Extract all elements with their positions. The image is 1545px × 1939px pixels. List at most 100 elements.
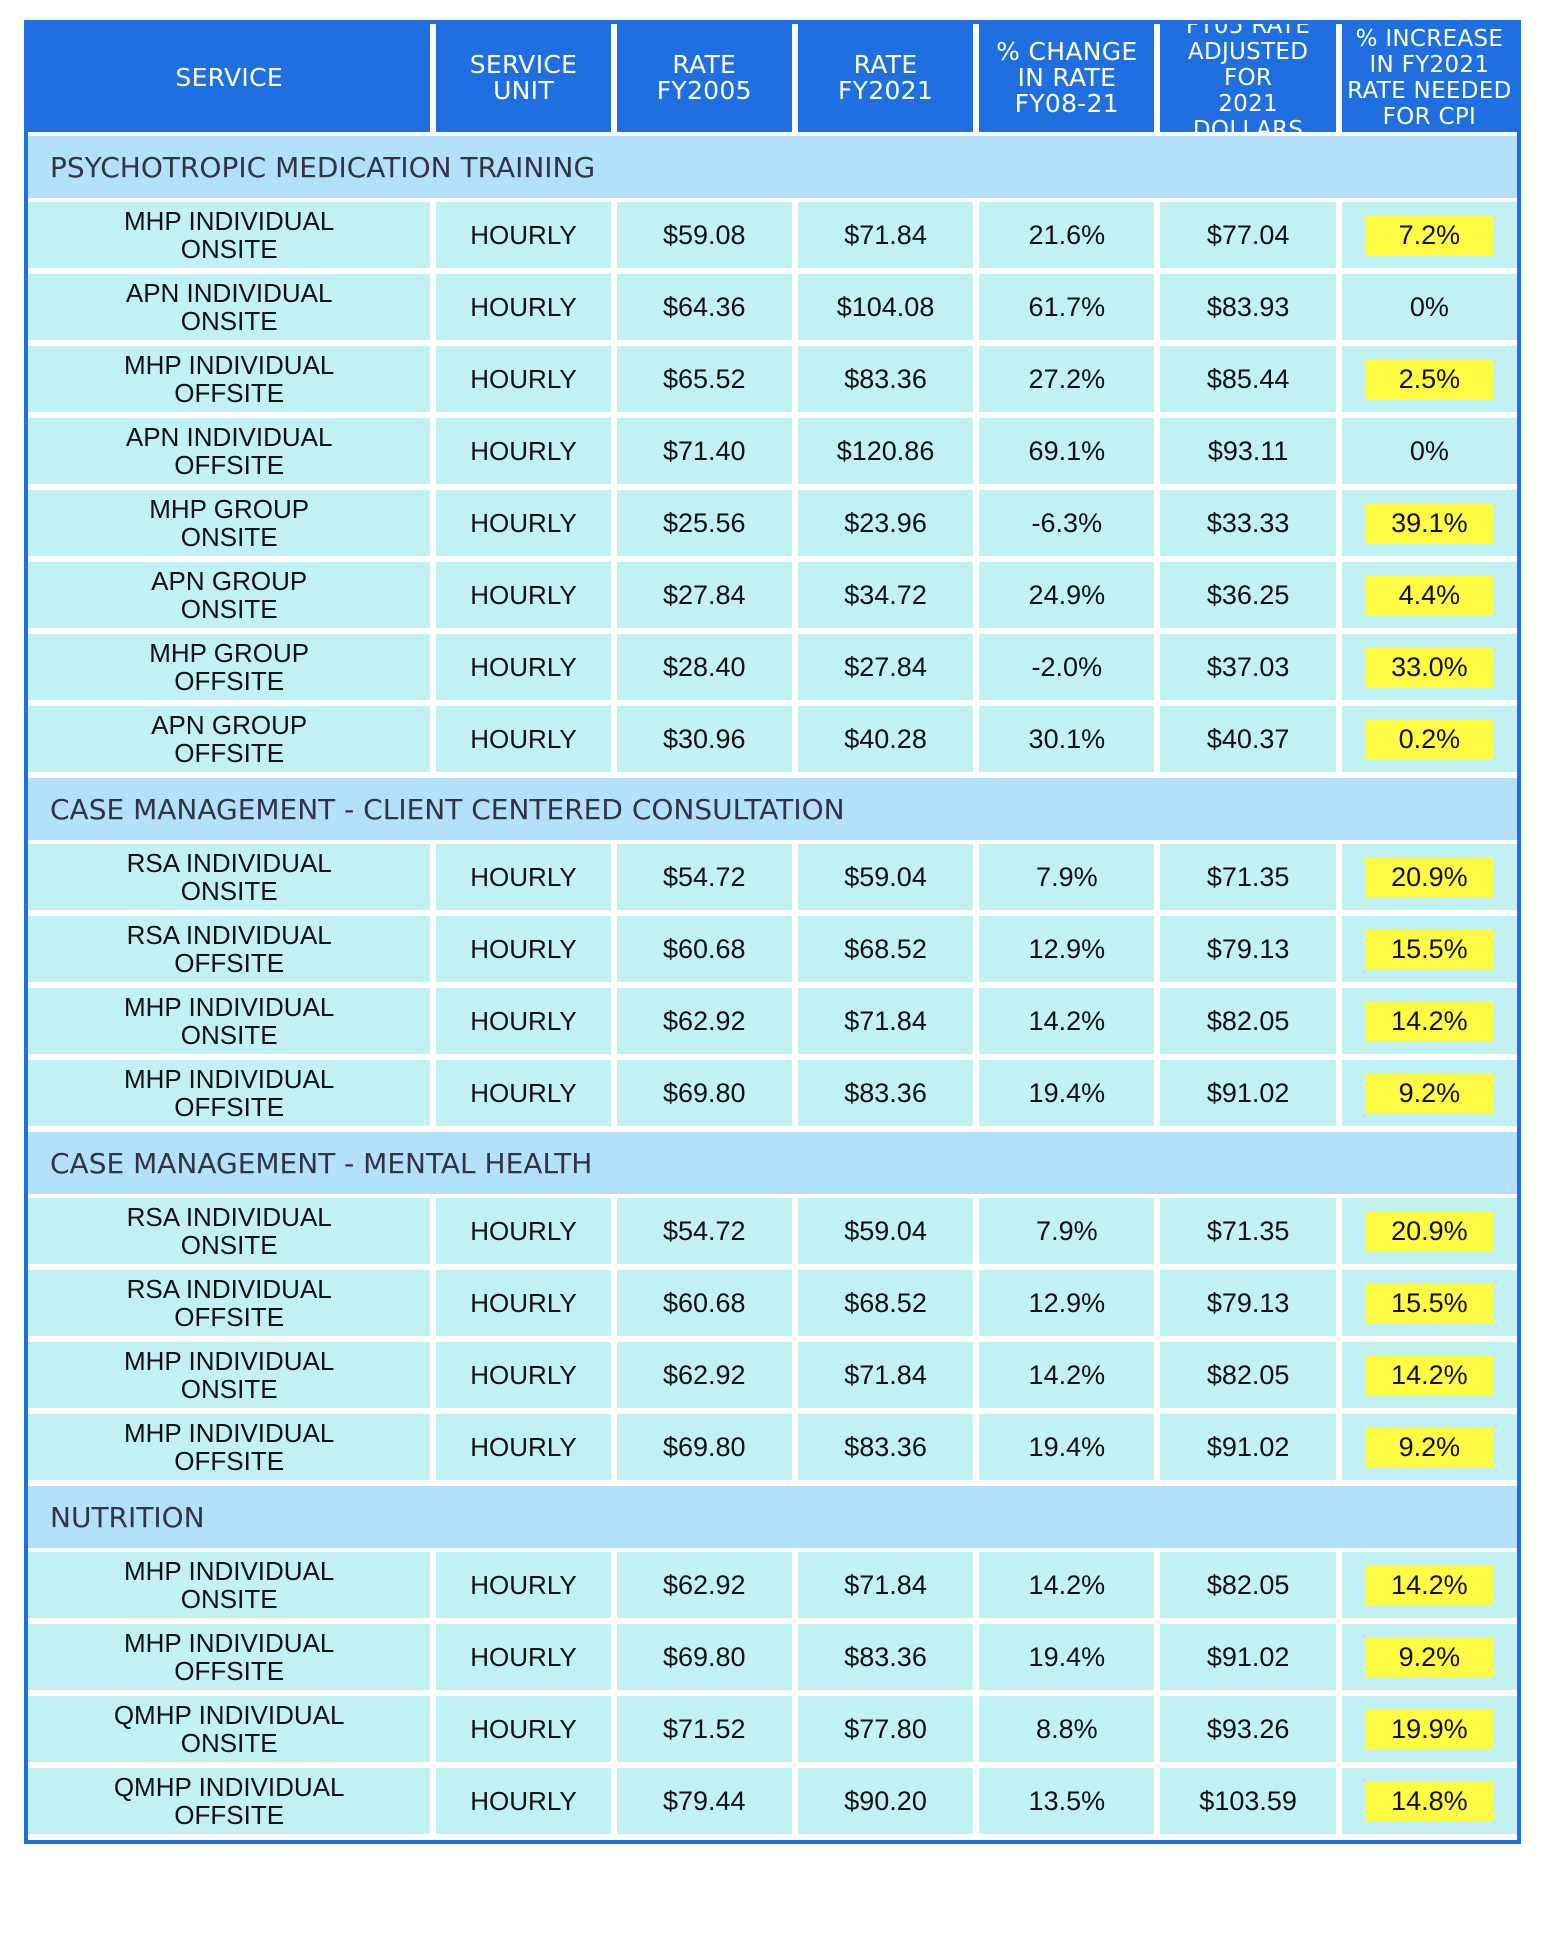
section-title: PSYCHOTROPIC MEDICATION TRAINING: [28, 136, 1517, 198]
table-row: RSA INDIVIDUAL OFFSITE HOURLY $60.68 $68.52…: [28, 1270, 1518, 1336]
highlighted-value: 14.2%: [1365, 1565, 1494, 1605]
pct-change-cell: 7.9%: [979, 1198, 1155, 1264]
pct-change-cell: 30.1%: [979, 706, 1155, 772]
highlighted-value: 39.1%: [1365, 503, 1494, 543]
pct-increase-cell: 9.2%: [1341, 1060, 1518, 1126]
pct-increase-value: 0%: [1409, 435, 1449, 466]
highlighted-value: 14.2%: [1365, 1355, 1494, 1395]
service-unit-cell: HOURLY: [436, 1270, 611, 1336]
pct-change-cell: 27.2%: [979, 346, 1155, 412]
pct-change-cell: 8.8%: [979, 1696, 1155, 1762]
pct-increase-cell: 14.2%: [1341, 1552, 1518, 1618]
rate-fy2021-cell: $34.72: [797, 562, 974, 628]
pct-increase-cell: 15.5%: [1341, 1270, 1518, 1336]
rate-fy2021-cell: $71.84: [797, 202, 974, 268]
rate-fy2021-cell: $120.86: [797, 418, 974, 484]
fy05-adjusted-cell: $79.13: [1160, 916, 1336, 982]
pct-change-cell: 12.9%: [979, 916, 1155, 982]
fy05-adjusted-cell: $40.37: [1160, 706, 1336, 772]
service-unit-cell: HOURLY: [436, 1552, 611, 1618]
table-row: MHP INDIVIDUAL ONSITE HOURLY $62.92 $71.84 1…: [28, 1552, 1518, 1618]
service-unit-cell: HOURLY: [436, 1768, 611, 1834]
service-name-cell: MHP INDIVIDUAL ONSITE: [28, 988, 431, 1054]
pct-change-cell: 14.2%: [979, 1342, 1155, 1408]
pct-change-cell: 7.9%: [979, 844, 1155, 910]
header-pct-change: % CHANGE IN RATE FY08-21: [979, 24, 1155, 132]
highlighted-value: 14.2%: [1365, 1001, 1494, 1041]
highlighted-value: 4.4%: [1365, 575, 1494, 615]
service-name-cell: MHP INDIVIDUAL ONSITE: [28, 202, 431, 268]
service-name-cell: QMHP INDIVIDUAL OFFSITE: [28, 1768, 431, 1834]
pct-increase-cell: 20.9%: [1341, 844, 1518, 910]
pct-increase-cell: 20.9%: [1341, 1198, 1518, 1264]
table-row: MHP GROUP ONSITE HOURLY $25.56 $23.96 -6.3% $…: [28, 490, 1518, 556]
table-row: RSA INDIVIDUAL OFFSITE HOURLY $60.68 $68.52…: [28, 916, 1518, 982]
service-unit-cell: HOURLY: [436, 1624, 611, 1690]
pct-change-cell: 19.4%: [979, 1060, 1155, 1126]
rate-fy2021-cell: $68.52: [797, 916, 974, 982]
pct-change-cell: 14.2%: [979, 1552, 1155, 1618]
fy05-adjusted-cell: $83.93: [1160, 274, 1336, 340]
header-service-unit: SERVICE UNIT: [436, 24, 611, 132]
section-title: NUTRITION: [28, 1486, 1517, 1548]
fy05-adjusted-cell: $93.26: [1160, 1696, 1336, 1762]
rate-fy2021-cell: $71.84: [797, 1552, 974, 1618]
service-unit-cell: HOURLY: [436, 562, 611, 628]
table-row: RSA INDIVIDUAL ONSITE HOURLY $54.72 $59.04 7…: [28, 844, 1518, 910]
fy05-adjusted-cell: $82.05: [1160, 988, 1336, 1054]
service-unit-cell: HOURLY: [436, 418, 611, 484]
pct-change-cell: -2.0%: [979, 634, 1155, 700]
header-service: SERVICE: [28, 24, 431, 132]
rate-fy2021-cell: $83.36: [797, 1624, 974, 1690]
service-name-cell: MHP INDIVIDUAL OFFSITE: [28, 1060, 431, 1126]
table-row: APN GROUP OFFSITE HOURLY $30.96 $40.28 30.1%…: [28, 706, 1518, 772]
service-unit-cell: HOURLY: [436, 346, 611, 412]
rate-fy2021-cell: $90.20: [797, 1768, 974, 1834]
service-name-cell: APN GROUP OFFSITE: [28, 706, 431, 772]
rates-table: SERVICE SERVICE UNIT RATE FY2005 RATE FY…: [24, 20, 1521, 1844]
table-row: QMHP INDIVIDUAL OFFSITE HOURLY $79.44 $90.2…: [28, 1768, 1518, 1834]
service-name-cell: QMHP INDIVIDUAL ONSITE: [28, 1696, 431, 1762]
table-row: MHP GROUP OFFSITE HOURLY $28.40 $27.84 -2.0%…: [28, 634, 1518, 700]
pct-increase-cell: 39.1%: [1341, 490, 1518, 556]
service-name-cell: MHP INDIVIDUAL ONSITE: [28, 1342, 431, 1408]
fy05-adjusted-cell: $36.25: [1160, 562, 1336, 628]
rate-fy2021-cell: $27.84: [797, 634, 974, 700]
rate-fy2005-cell: $69.80: [616, 1624, 792, 1690]
pct-increase-cell: 0%: [1341, 418, 1518, 484]
service-unit-cell: HOURLY: [436, 1060, 611, 1126]
service-unit-cell: HOURLY: [436, 1414, 611, 1480]
fy05-adjusted-cell: $33.33: [1160, 490, 1336, 556]
pct-change-cell: 14.2%: [979, 988, 1155, 1054]
fy05-adjusted-cell: $103.59: [1160, 1768, 1336, 1834]
header-rate-fy2005: RATE FY2005: [616, 24, 792, 132]
service-unit-cell: HOURLY: [436, 1198, 611, 1264]
fy05-adjusted-cell: $82.05: [1160, 1342, 1336, 1408]
service-name-cell: RSA INDIVIDUAL OFFSITE: [28, 916, 431, 982]
pct-change-cell: 21.6%: [979, 202, 1155, 268]
rate-fy2005-cell: $25.56: [616, 490, 792, 556]
rate-fy2005-cell: $54.72: [616, 1198, 792, 1264]
pct-increase-cell: 7.2%: [1341, 202, 1518, 268]
table-row: APN INDIVIDUAL OFFSITE HOURLY $71.40 $120.8…: [28, 418, 1518, 484]
fy05-adjusted-cell: $71.35: [1160, 1198, 1336, 1264]
header-pct-increase: % INCREASE IN FY2021 RATE NEEDED FOR CPI: [1341, 24, 1518, 132]
rate-fy2021-cell: $71.84: [797, 1342, 974, 1408]
table-row: RSA INDIVIDUAL ONSITE HOURLY $54.72 $59.04 7…: [28, 1198, 1518, 1264]
pct-increase-cell: 33.0%: [1341, 634, 1518, 700]
rate-fy2005-cell: $28.40: [616, 634, 792, 700]
rate-fy2005-cell: $71.52: [616, 1696, 792, 1762]
rate-fy2005-cell: $27.84: [616, 562, 792, 628]
rate-fy2021-cell: $77.80: [797, 1696, 974, 1762]
table-row: QMHP INDIVIDUAL ONSITE HOURLY $71.52 $77.80…: [28, 1696, 1518, 1762]
service-unit-cell: HOURLY: [436, 634, 611, 700]
table-row: APN INDIVIDUAL ONSITE HOURLY $64.36 $104.08…: [28, 274, 1518, 340]
fy05-adjusted-cell: $91.02: [1160, 1414, 1336, 1480]
service-name-cell: MHP INDIVIDUAL ONSITE: [28, 1552, 431, 1618]
highlighted-value: 15.5%: [1365, 929, 1494, 969]
header-rate-fy2021: RATE FY2021: [797, 24, 974, 132]
fy05-adjusted-cell: $91.02: [1160, 1624, 1336, 1690]
highlighted-value: 0.2%: [1365, 719, 1494, 759]
table-header: SERVICE SERVICE UNIT RATE FY2005 RATE FY…: [28, 24, 1518, 132]
service-name-cell: MHP GROUP ONSITE: [28, 490, 431, 556]
